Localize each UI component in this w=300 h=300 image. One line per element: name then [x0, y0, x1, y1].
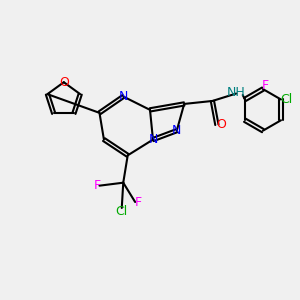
- Text: N: N: [172, 124, 182, 137]
- Text: O: O: [216, 118, 226, 131]
- Text: Cl: Cl: [280, 93, 292, 106]
- Text: F: F: [262, 79, 269, 92]
- Text: N: N: [118, 90, 128, 103]
- Text: F: F: [94, 179, 101, 192]
- Text: N: N: [148, 133, 158, 146]
- Text: O: O: [59, 76, 69, 89]
- Text: F: F: [135, 196, 142, 208]
- Text: Cl: Cl: [116, 205, 128, 218]
- Text: NH: NH: [227, 85, 246, 98]
